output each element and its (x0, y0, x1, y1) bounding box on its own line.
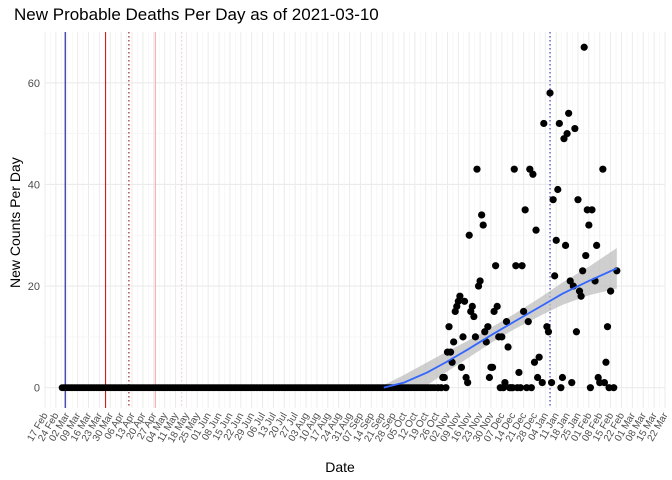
data-point (512, 262, 520, 270)
data-point (546, 89, 554, 97)
data-point (488, 363, 497, 371)
data-point (551, 272, 559, 280)
data-point (585, 221, 593, 229)
data-point (610, 384, 618, 392)
data-point (502, 318, 511, 326)
y-tick-label: 40 (28, 179, 40, 191)
zero-run (58, 384, 439, 392)
data-point (555, 119, 563, 128)
y-axis-ticks: 0 20 40 60 (28, 78, 40, 395)
chart-title: New Probable Deaths Per Day as of 2021-0… (14, 5, 379, 24)
data-point (515, 368, 523, 377)
data-point (493, 302, 501, 310)
data-point (535, 353, 543, 361)
data-point (470, 312, 478, 321)
data-point (607, 287, 615, 295)
data-point (460, 297, 469, 305)
data-point (544, 328, 553, 336)
data-point (485, 373, 494, 382)
data-point (457, 363, 466, 371)
data-point (549, 196, 557, 204)
data-point (530, 358, 539, 366)
trend-line (383, 267, 618, 389)
data-point (521, 206, 529, 214)
data-point (476, 277, 484, 285)
data-point (465, 231, 473, 239)
grid-lines (44, 32, 666, 408)
data-points (434, 43, 621, 392)
data-point (574, 196, 582, 204)
data-point (582, 251, 590, 260)
data-point (442, 384, 450, 392)
data-point (593, 241, 601, 250)
data-point (524, 318, 532, 326)
data-point (456, 292, 464, 300)
data-point (572, 328, 581, 336)
data-point (580, 43, 588, 51)
data-point (586, 384, 595, 392)
data-point (603, 323, 612, 331)
data-point (588, 206, 596, 214)
data-point (565, 109, 573, 117)
y-tick-label: 20 (28, 281, 40, 293)
data-point (527, 384, 535, 392)
data-point (529, 170, 537, 178)
data-point (577, 292, 585, 300)
data-point (450, 338, 458, 346)
data-point (599, 165, 607, 173)
data-point (440, 373, 448, 382)
trend-line-path (383, 267, 618, 389)
data-point (579, 267, 587, 275)
data-point (471, 333, 480, 341)
data-point (538, 378, 546, 387)
data-point (516, 384, 525, 392)
confidence-band (383, 247, 617, 391)
data-point (518, 262, 526, 270)
data-point (479, 221, 487, 229)
trend-confidence-band (383, 247, 617, 391)
data-point (504, 343, 512, 351)
data-point (561, 241, 570, 250)
data-point (557, 384, 565, 392)
data-point (602, 358, 610, 366)
data-point (540, 119, 548, 128)
data-point (552, 236, 560, 244)
y-tick-label: 60 (28, 78, 40, 90)
data-point (571, 124, 579, 133)
data-point (492, 262, 500, 270)
data-point (445, 323, 453, 331)
data-point (568, 378, 576, 387)
data-point (501, 378, 509, 387)
data-point (468, 302, 476, 310)
data-point (558, 373, 567, 382)
data-point (473, 165, 481, 173)
data-point (510, 165, 518, 173)
data-point (464, 378, 472, 387)
data-point (554, 185, 562, 194)
data-point (532, 226, 540, 234)
data-point (446, 348, 455, 356)
data-point (547, 378, 556, 387)
data-point (600, 378, 608, 387)
data-point (459, 333, 467, 341)
data-point (484, 323, 492, 331)
data-point (533, 373, 542, 382)
x-axis-title: Date (325, 459, 355, 475)
data-point (563, 130, 571, 138)
data-point (478, 211, 486, 219)
reference-lines (64, 32, 551, 408)
data-point (519, 307, 528, 316)
data-point (498, 333, 506, 341)
y-tick-label: 0 (34, 383, 40, 395)
